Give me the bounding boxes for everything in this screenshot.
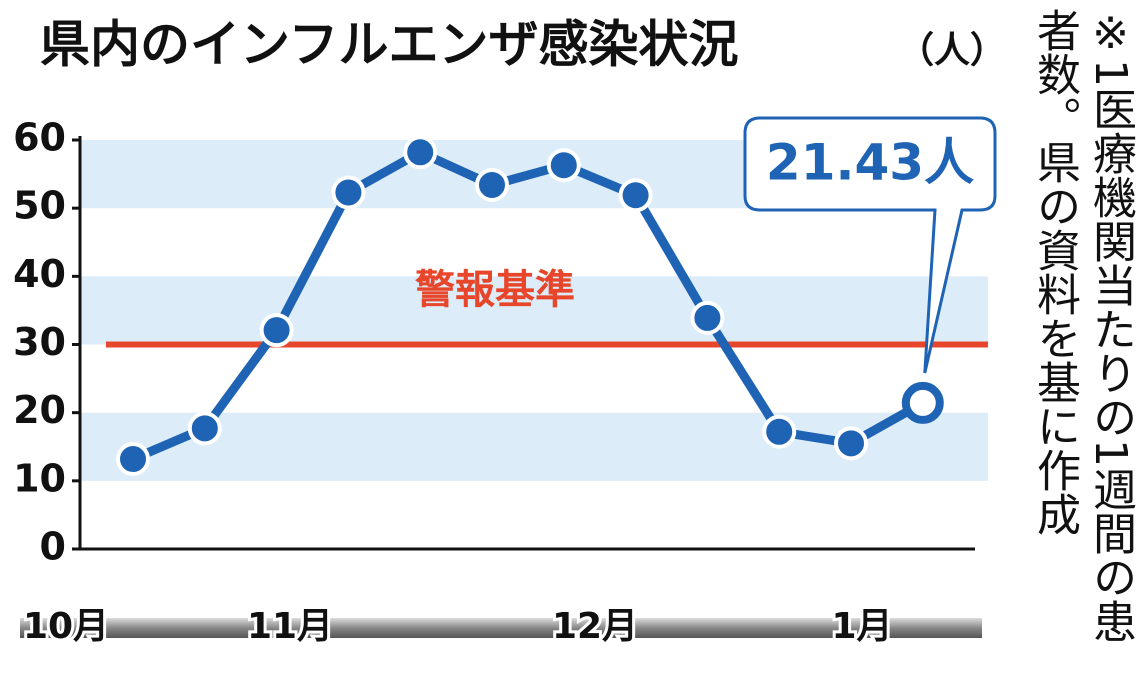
- data-point: [187, 411, 222, 446]
- data-point: [762, 414, 797, 449]
- data-point: [618, 178, 653, 213]
- data-point: [834, 426, 868, 461]
- y-tick-label: 40: [13, 252, 66, 296]
- x-tick-label: 12月: [552, 606, 638, 647]
- source-note: ※1医療機関当たりの1週間の患者数。県の資料を基に作成: [1029, 8, 1136, 643]
- callout: [743, 116, 997, 374]
- data-point: [475, 167, 509, 202]
- month-bar: [20, 618, 982, 638]
- chart-title: 県内のインフルエンザ感染状況: [40, 16, 739, 74]
- y-tick-label: 20: [13, 388, 66, 432]
- data-point: [690, 300, 725, 335]
- x-tick-label: 1月: [831, 606, 892, 647]
- y-tick-label: 0: [40, 525, 66, 569]
- value-label: 21.43人: [766, 134, 974, 192]
- data-point: [403, 135, 438, 170]
- x-tick-label: 10月: [23, 606, 109, 647]
- data-point: [901, 381, 944, 424]
- y-tick-label: 50: [13, 184, 66, 228]
- y-tick-label: 10: [13, 456, 66, 500]
- data-point: [116, 442, 150, 477]
- y-tick-label: 60: [13, 116, 66, 160]
- data-point: [546, 148, 581, 183]
- y-unit: （人）: [898, 30, 1006, 71]
- x-tick-label: 11月: [247, 606, 333, 647]
- reference-label: 警報基準: [415, 267, 575, 313]
- y-tick-label: 30: [13, 320, 66, 364]
- band: [80, 276, 988, 345]
- data-point: [259, 313, 294, 348]
- data-point: [331, 175, 366, 210]
